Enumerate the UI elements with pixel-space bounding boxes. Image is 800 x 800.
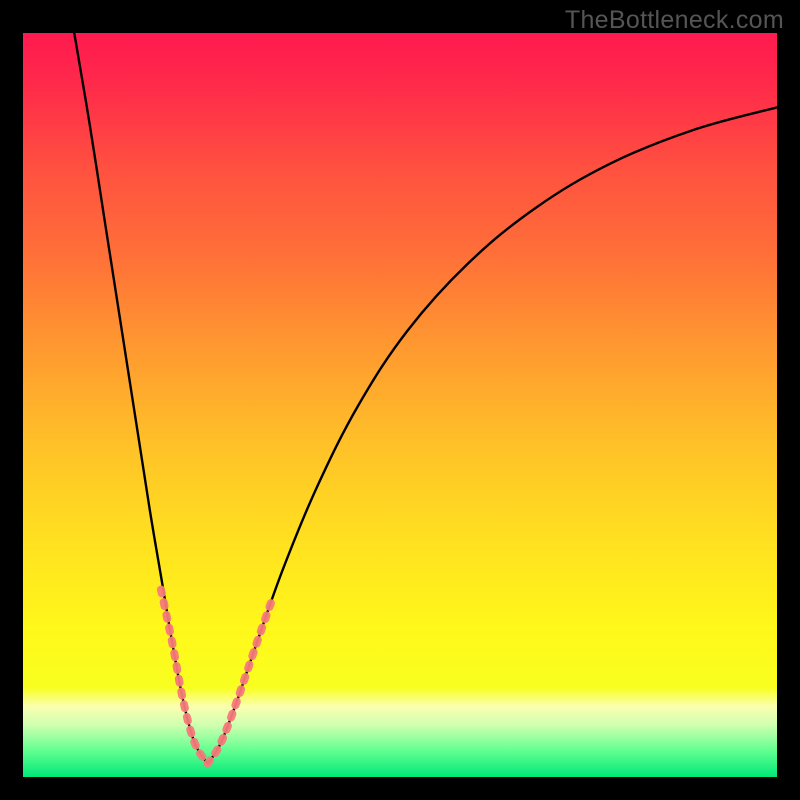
curve-overlay-left (161, 590, 208, 764)
curve-layer (23, 33, 777, 777)
curve-right-branch (208, 107, 777, 763)
curve-left-branch (74, 33, 207, 764)
watermark-text: TheBottleneck.com (565, 6, 784, 35)
curve-overlay-right (208, 596, 274, 763)
plot-area (23, 33, 777, 777)
outer-frame: TheBottleneck.com (0, 0, 800, 800)
